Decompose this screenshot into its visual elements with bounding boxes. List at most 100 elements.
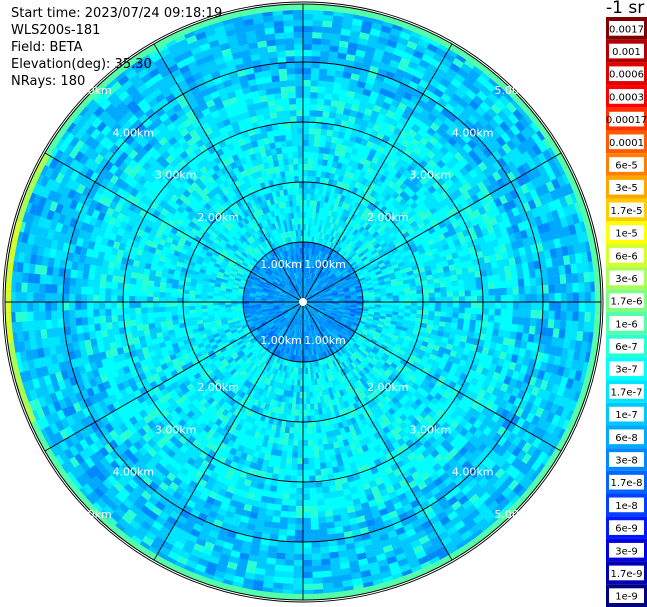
radar-cell bbox=[389, 59, 400, 69]
radar-cell bbox=[509, 124, 521, 136]
radar-cell bbox=[442, 204, 451, 213]
radar-cell bbox=[373, 79, 384, 88]
radar-cell bbox=[364, 250, 371, 257]
radar-cell bbox=[534, 215, 543, 226]
radar-cell bbox=[264, 514, 273, 522]
radar-cell bbox=[291, 463, 298, 470]
radar-cell bbox=[296, 391, 300, 398]
radar-cell bbox=[303, 50, 312, 57]
radar-cell bbox=[325, 166, 332, 173]
radar-cell bbox=[304, 290, 306, 297]
radar-cell bbox=[356, 273, 364, 278]
radar-cell bbox=[365, 77, 376, 86]
radar-cell bbox=[318, 74, 327, 82]
radar-cell bbox=[440, 107, 451, 118]
radar-cell bbox=[326, 215, 331, 223]
radar-cell bbox=[553, 238, 562, 249]
radar-cell bbox=[456, 231, 465, 240]
radar-cell bbox=[364, 275, 371, 280]
radar-cell bbox=[266, 557, 277, 565]
radar-cell bbox=[320, 297, 327, 299]
radar-cell bbox=[440, 311, 447, 318]
radar-cell bbox=[344, 293, 351, 297]
radar-cell bbox=[385, 110, 396, 119]
radar-cell bbox=[431, 268, 438, 275]
radar-cell bbox=[349, 227, 356, 235]
radar-cell bbox=[526, 158, 537, 170]
radar-cell bbox=[314, 255, 318, 263]
radar-cell bbox=[370, 59, 381, 69]
radar-cell bbox=[317, 225, 322, 233]
radar-cell bbox=[410, 298, 417, 302]
radar-cell bbox=[382, 256, 390, 263]
radar-cell bbox=[374, 304, 381, 308]
radar-cell bbox=[467, 114, 479, 126]
radar-cell bbox=[473, 165, 483, 176]
radar-cell bbox=[376, 145, 385, 154]
radar-cell bbox=[530, 178, 541, 189]
radar-cell bbox=[388, 85, 399, 94]
radar-cell bbox=[457, 279, 465, 286]
radar-cell bbox=[449, 183, 459, 193]
radar-cell bbox=[335, 483, 343, 492]
radar-cell bbox=[303, 14, 314, 21]
radar-cell bbox=[386, 251, 394, 257]
radar-cell bbox=[490, 129, 501, 141]
radar-cell bbox=[482, 289, 489, 296]
radar-cell bbox=[288, 505, 296, 512]
radar-cell bbox=[422, 154, 432, 164]
radar-cell bbox=[410, 260, 418, 267]
radar-cell bbox=[386, 90, 396, 100]
radar-cell bbox=[385, 228, 393, 236]
radar-cell bbox=[364, 223, 372, 231]
radar-cell bbox=[303, 44, 313, 51]
radar-cell bbox=[311, 44, 321, 51]
radar-cell bbox=[329, 557, 340, 565]
radar-cell bbox=[347, 159, 355, 167]
radar-cell bbox=[341, 163, 348, 171]
radar-cell bbox=[360, 228, 368, 236]
radar-cell bbox=[314, 268, 318, 275]
radar-cell bbox=[325, 461, 333, 469]
radar-cell bbox=[372, 123, 382, 133]
radar-cell bbox=[303, 80, 311, 87]
radar-cell bbox=[320, 213, 325, 221]
radar-cell bbox=[337, 200, 344, 208]
radar-cell bbox=[492, 223, 501, 233]
radar-cell bbox=[487, 154, 498, 165]
radar-cell bbox=[509, 264, 517, 273]
radar-cell bbox=[330, 287, 337, 291]
radar-cell bbox=[322, 111, 330, 118]
radar-cell bbox=[342, 16, 354, 25]
radar-cell bbox=[332, 278, 339, 283]
radar-cell bbox=[325, 290, 332, 294]
radar-cell bbox=[547, 200, 557, 212]
radar-cell bbox=[437, 272, 445, 279]
radar-cell bbox=[377, 278, 385, 284]
radar-cell bbox=[378, 281, 386, 286]
radar-cell bbox=[334, 253, 340, 260]
radar-cell bbox=[350, 166, 357, 175]
radar-cell bbox=[355, 188, 363, 197]
radar-cell bbox=[396, 245, 404, 252]
radar-cell bbox=[432, 211, 441, 220]
radar-cell bbox=[328, 271, 334, 277]
radar-cell bbox=[330, 167, 337, 174]
radar-cell bbox=[382, 50, 394, 60]
radar-cell bbox=[348, 211, 354, 219]
radar-cell bbox=[475, 105, 487, 117]
radar-cell bbox=[283, 577, 294, 584]
radar-cell bbox=[350, 24, 362, 33]
radar-cell bbox=[309, 499, 318, 506]
radar-cell bbox=[443, 117, 454, 128]
radar-cell bbox=[282, 583, 294, 590]
radar-cell bbox=[308, 212, 313, 219]
radar-cell bbox=[415, 281, 422, 287]
radar-cell bbox=[444, 322, 452, 329]
radar-cell bbox=[376, 226, 384, 234]
radar-cell bbox=[477, 257, 485, 265]
radar-cell bbox=[379, 251, 387, 257]
radar-cell bbox=[306, 266, 309, 273]
radar-cell bbox=[332, 224, 338, 231]
radar-cell bbox=[331, 198, 337, 205]
